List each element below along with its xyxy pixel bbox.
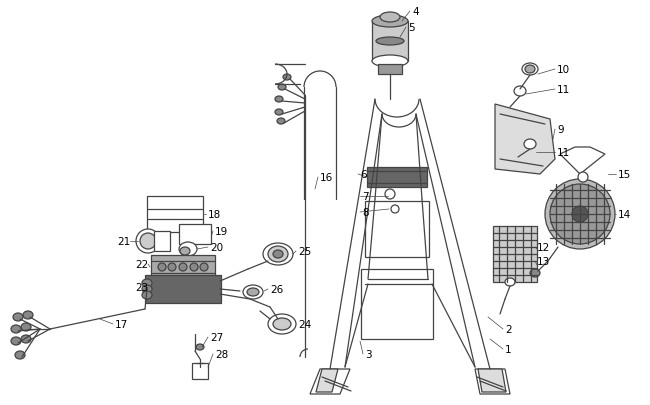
Text: 8: 8 [362, 207, 369, 217]
Ellipse shape [550, 185, 610, 244]
Text: 9: 9 [557, 125, 564, 135]
Polygon shape [478, 369, 506, 392]
Polygon shape [310, 369, 350, 394]
Text: 23: 23 [135, 282, 148, 292]
Ellipse shape [277, 119, 285, 125]
Ellipse shape [283, 75, 291, 81]
Bar [493, 226, 537, 282]
Ellipse shape [273, 250, 283, 258]
Text: 21: 21 [117, 237, 130, 246]
Text: 20: 20 [210, 243, 223, 252]
Ellipse shape [23, 311, 33, 319]
Ellipse shape [142, 279, 152, 287]
Ellipse shape [190, 263, 198, 271]
Ellipse shape [522, 64, 538, 76]
Ellipse shape [525, 66, 535, 74]
Ellipse shape [180, 247, 190, 256]
Bar [151, 256, 215, 279]
Text: 16: 16 [320, 173, 333, 183]
Bar [378, 65, 402, 75]
Text: 24: 24 [298, 319, 311, 329]
Text: 14: 14 [618, 209, 631, 220]
Ellipse shape [278, 85, 286, 91]
Text: 28: 28 [215, 349, 228, 359]
Ellipse shape [275, 110, 283, 116]
Bar [372, 22, 408, 62]
Ellipse shape [168, 263, 176, 271]
Text: 26: 26 [270, 284, 283, 294]
Ellipse shape [21, 335, 31, 343]
Ellipse shape [514, 87, 526, 97]
Text: 13: 13 [537, 256, 551, 266]
Ellipse shape [136, 230, 160, 254]
Text: 7: 7 [362, 192, 369, 202]
Ellipse shape [158, 263, 166, 271]
Bar [154, 231, 170, 252]
Ellipse shape [372, 56, 408, 68]
Ellipse shape [545, 179, 615, 249]
Text: 10: 10 [557, 65, 570, 75]
Ellipse shape [247, 288, 259, 296]
Text: 4: 4 [412, 7, 419, 17]
Bar [365, 202, 429, 257]
Ellipse shape [391, 205, 399, 213]
Ellipse shape [273, 318, 291, 330]
Text: 2: 2 [505, 324, 512, 334]
Text: 18: 18 [208, 209, 221, 220]
Bar [179, 224, 211, 244]
Polygon shape [316, 369, 338, 392]
Ellipse shape [385, 190, 395, 200]
Text: 25: 25 [298, 246, 311, 256]
Ellipse shape [372, 16, 408, 28]
Text: 17: 17 [115, 319, 128, 329]
Ellipse shape [196, 344, 204, 350]
Bar [147, 196, 203, 232]
Ellipse shape [13, 313, 23, 321]
Ellipse shape [179, 263, 187, 271]
Text: 22: 22 [135, 259, 148, 269]
Text: 27: 27 [210, 332, 223, 342]
Bar [192, 363, 208, 379]
Ellipse shape [380, 13, 400, 23]
Ellipse shape [275, 97, 283, 103]
Ellipse shape [572, 207, 588, 222]
Ellipse shape [524, 140, 536, 149]
Text: 11: 11 [557, 148, 570, 158]
Ellipse shape [268, 246, 288, 262]
Text: 6: 6 [360, 170, 367, 179]
Ellipse shape [530, 269, 540, 277]
Text: 11: 11 [557, 85, 570, 95]
Bar [367, 168, 427, 188]
Ellipse shape [21, 323, 31, 331]
Text: 3: 3 [365, 349, 372, 359]
Ellipse shape [11, 325, 21, 333]
Ellipse shape [376, 38, 404, 46]
Text: 19: 19 [215, 226, 228, 237]
Bar [145, 275, 221, 303]
Polygon shape [495, 105, 555, 175]
Ellipse shape [263, 243, 293, 265]
Text: 15: 15 [618, 170, 631, 179]
Ellipse shape [243, 285, 263, 299]
Text: 5: 5 [408, 23, 415, 33]
Polygon shape [560, 148, 605, 175]
Ellipse shape [578, 173, 588, 183]
Ellipse shape [142, 285, 152, 293]
Ellipse shape [15, 351, 25, 359]
Ellipse shape [268, 314, 296, 334]
Text: 1: 1 [505, 344, 512, 354]
Text: 12: 12 [537, 243, 551, 252]
Ellipse shape [11, 337, 21, 345]
Bar [361, 269, 433, 339]
Polygon shape [475, 369, 510, 394]
Ellipse shape [505, 278, 515, 286]
Ellipse shape [140, 233, 156, 249]
Ellipse shape [142, 291, 152, 299]
Ellipse shape [200, 263, 208, 271]
Ellipse shape [179, 243, 197, 256]
